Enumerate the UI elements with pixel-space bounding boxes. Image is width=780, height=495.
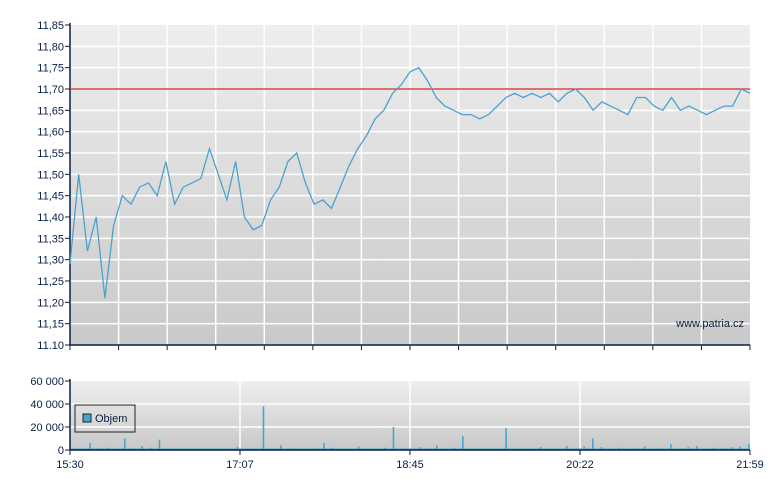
volume-bar [583,446,585,450]
legend-box [74,404,136,433]
x-tick-label: 17:07 [226,459,254,471]
legend: Objem [74,404,136,433]
volume-bar [124,438,126,450]
x-tick-label: 21:59 [736,459,764,471]
legend-swatch [82,413,92,423]
volume-bar [262,406,265,450]
volume-bar [462,436,464,450]
volume-bar [392,427,395,450]
x-tick-label: 18:45 [396,459,424,471]
y-tick-label: 11,45 [37,191,64,203]
y-tick-label: 11,55 [37,148,64,160]
volume-bar [696,445,698,450]
y-tick-label: 11,50 [37,169,64,181]
volume-bar [505,428,507,450]
y-tick-label: 11,75 [37,63,64,75]
legend-label: Objem [95,413,127,425]
price-line [69,66,751,299]
y-tick-label: 11,25 [37,276,64,288]
volume-y-tick-label: 60 000 [30,376,64,388]
volume-panel: 60 000 40 000 20 000 0 15:30 17:07 18:45 20:22 2… [30,376,763,471]
y-tick-label: 11,60 [37,127,64,139]
watermark: www.patria.cz [675,318,744,330]
volume-bar [748,444,750,450]
price-panel: 11,85 11,80 11,75 11,70 11,65 11,60 11,55 11,50… [37,20,751,352]
y-tick-label: 11,70 [37,84,64,96]
y-tick-label: 11,40 [37,212,64,224]
x-tick-label: 15:30 [56,459,84,471]
y-tick-label: 11,65 [37,105,64,117]
volume-bar [280,445,282,450]
volume-y-tick-label: 0 [58,445,64,457]
y-tick-label: 11,20 [37,297,64,309]
y-tick-label: 11,15 [37,319,64,331]
y-tick-label: 11,85 [37,20,64,32]
volume-bar [89,443,91,450]
volume-bar [358,446,360,450]
volume-bar [592,438,594,450]
volume-bar [323,443,325,450]
volume-bar [566,445,568,450]
volume-bar [141,445,143,450]
volume-y-tick-label: 20 000 [30,422,64,434]
y-tick-label: 11,80 [37,41,64,53]
volume-y-tick-label: 40 000 [30,399,64,411]
volume-bar [739,446,741,450]
volume-bar [158,439,161,450]
y-tick-label: 11.10 [37,340,64,352]
volume-bar [644,446,646,450]
volume-bar [670,444,672,450]
volume-bar [436,445,438,450]
y-tick-label: 11,30 [37,255,64,267]
x-tick-label: 20:22 [566,459,594,471]
y-tick-label: 11,35 [37,233,64,245]
